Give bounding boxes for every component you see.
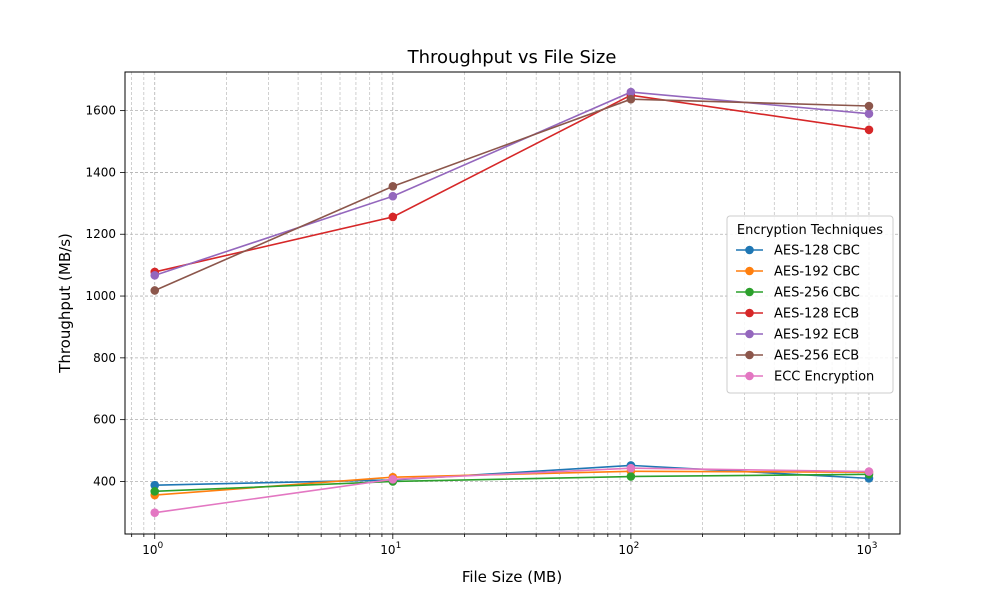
legend-swatch-marker — [745, 329, 754, 339]
legend-label: AES-192 ECB — [774, 328, 859, 343]
legend-item: ECC Encryption — [736, 370, 874, 385]
chart-title: Throughput vs File Size — [407, 47, 617, 68]
legend-title: Encryption Techniques — [737, 223, 883, 238]
legend-swatch-marker — [745, 350, 754, 360]
legend-label: AES-256 ECB — [774, 349, 859, 364]
axes: 400 600 800 1000 1200 1400 1600 100 101 102 103 — [85, 71, 901, 557]
x-tick-label: 103 — [856, 541, 877, 557]
y-tick-label: 600 — [93, 413, 116, 427]
x-tick-label: 102 — [618, 541, 639, 557]
legend-item: AES-256 ECB — [736, 349, 859, 364]
legend-item: AES-128 ECB — [736, 307, 859, 322]
series-line — [154, 98, 869, 292]
data-point — [864, 109, 874, 119]
legend-label: AES-256 CBC — [774, 286, 860, 301]
legend-item: AES-256 CBC — [736, 286, 860, 301]
series-ecc-encryption — [150, 463, 874, 517]
y-tick-label: 400 — [93, 474, 116, 488]
legend-label: AES-192 CBC — [774, 265, 860, 280]
y-tick-label: 800 — [93, 351, 116, 365]
legend-label: AES-128 ECB — [774, 307, 859, 322]
plot-area — [150, 87, 874, 517]
series-line — [154, 467, 869, 514]
legend-swatch-marker — [745, 371, 754, 381]
y-tick-label: 1400 — [85, 165, 116, 179]
legend-item: AES-192 ECB — [736, 328, 859, 343]
y-axis-label: Throughput (MB/s) — [56, 233, 74, 374]
data-point — [626, 94, 636, 104]
series-aes-256-ecb — [150, 94, 874, 295]
data-point — [626, 463, 636, 473]
y-tick-label: 1000 — [85, 289, 116, 303]
data-point — [388, 212, 398, 222]
data-point — [864, 125, 874, 135]
legend-swatch-marker — [745, 266, 754, 276]
legend-label: ECC Encryption — [774, 370, 874, 385]
legend-swatch-marker — [745, 245, 754, 255]
data-point — [626, 87, 636, 97]
legend-swatch-marker — [745, 287, 754, 297]
legend-label: AES-128 CBC — [774, 244, 860, 259]
x-tick-label: 101 — [380, 541, 401, 557]
data-point — [626, 472, 636, 481]
legend-item: AES-192 CBC — [736, 265, 860, 280]
x-axis-label: File Size (MB) — [462, 568, 562, 586]
data-point — [150, 508, 160, 517]
data-point — [388, 475, 398, 484]
plot-frame — [124, 71, 901, 535]
legend-item: AES-128 CBC — [736, 244, 860, 259]
x-tick-label: 100 — [142, 541, 163, 557]
legend-swatch-marker — [745, 308, 754, 318]
data-point — [864, 467, 874, 476]
data-point — [388, 182, 398, 191]
data-point — [150, 480, 160, 490]
y-tick-label: 1200 — [85, 227, 116, 241]
series-line — [154, 473, 869, 493]
data-point — [150, 271, 160, 280]
y-tick-label: 1600 — [85, 104, 116, 118]
legend-box — [726, 215, 894, 394]
data-point — [150, 487, 160, 496]
data-point — [864, 101, 874, 111]
series-line — [154, 94, 870, 273]
data-point — [150, 286, 160, 295]
legend: Encryption Techniques AES-128 CBC AES-192 … — [726, 215, 894, 394]
data-point — [388, 191, 398, 201]
